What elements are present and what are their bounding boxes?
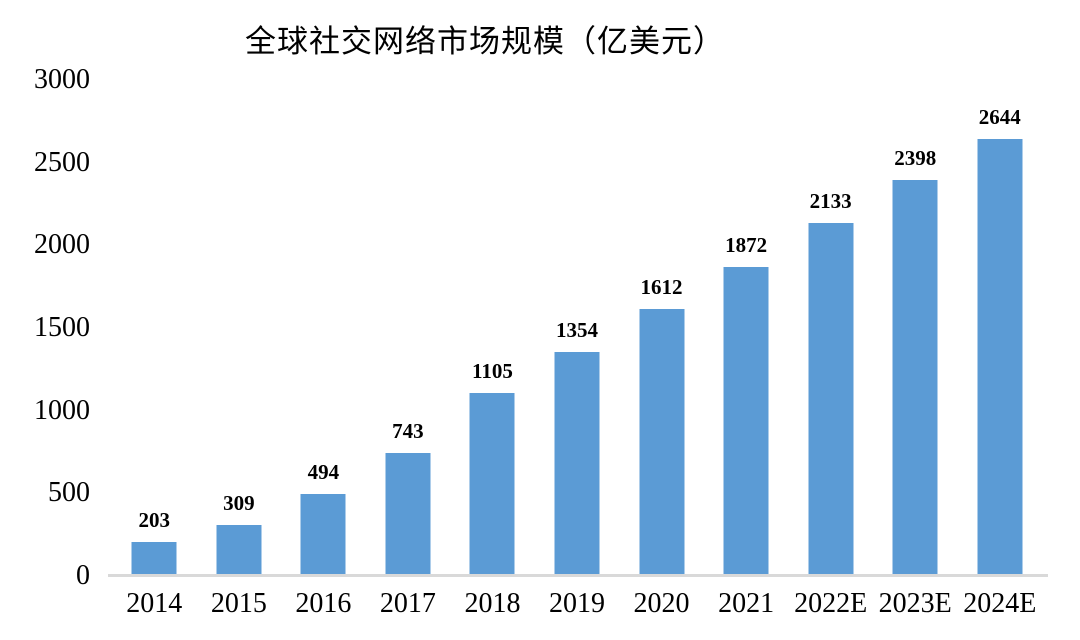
bar-group-2021: 1872 [704,80,789,576]
y-tick-label: 2500 [34,146,90,178]
bar [216,524,262,576]
bar-value-label: 2644 [978,104,1021,129]
x-tick-label: 2017 [379,588,436,619]
y-tick-label: 1500 [34,312,90,343]
x-axis: 2014 2015 2016 2017 2018 2019 2020 2021 2022E 202… [112,588,1042,620]
bar [892,179,938,576]
x-tick-label: 2018 [464,588,521,619]
bar-group-2017: 743 [366,80,451,576]
bar [300,494,346,576]
bar [723,266,769,576]
bar [808,223,854,576]
plot-area: 203 309 494 743 1105 1354 1612 1872 2133 2398 2644 [112,80,1042,576]
bar [385,453,431,576]
bar-value-label: 309 [223,490,255,515]
bar-group-2023E: 2398 [873,80,958,576]
y-axis: 0 500 1000 1500 2000 2500 3000 [0,0,90,640]
chart-title: 全球社交网络市场规模（亿美元） [245,24,725,59]
bar-group-2015: 309 [197,80,282,576]
bar-value-label: 1354 [556,318,598,343]
bar-value-label: 1872 [725,232,768,257]
y-tick-label: 500 [48,477,90,509]
bar-value-label: 203 [138,508,171,533]
x-tick-label: 2023E [878,588,952,619]
bar [639,309,685,576]
bar-group-2018: 1105 [450,80,535,576]
bar-value-label: 1612 [640,275,683,300]
bar-value-label: 743 [392,419,424,444]
x-tick-label: 2020 [633,588,690,619]
bar-value-label: 494 [307,460,340,485]
x-tick-label: 2016 [295,588,352,619]
bar [131,542,177,576]
bar-value-label: 2133 [809,189,852,214]
bar-group-2019: 1354 [535,80,620,576]
bar-group-2016: 494 [281,80,366,576]
bar [554,352,600,576]
bar [469,393,515,576]
x-tick-label: 2014 [126,588,183,619]
x-tick-label: 2015 [210,588,267,619]
y-tick-label: 1000 [34,394,90,426]
x-tick-label: 2021 [718,588,775,619]
bar-group-2020: 1612 [619,80,704,576]
bar-value-label: 2398 [894,145,937,170]
x-axis-line [108,574,1048,577]
y-tick-label: 3000 [34,64,90,95]
x-tick-label: 2019 [549,588,605,619]
x-tick-label: 2022E [794,588,868,619]
x-tick-label: 2024E [963,588,1037,619]
bar-group-2022E: 2133 [788,80,873,576]
bar-group-2014: 203 [112,80,197,576]
bar [977,138,1023,576]
bar-value-label: 1105 [472,359,513,384]
bar-group-2024E: 2644 [957,80,1042,576]
y-tick-label: 0 [76,560,90,591]
y-tick-label: 2000 [34,229,90,261]
